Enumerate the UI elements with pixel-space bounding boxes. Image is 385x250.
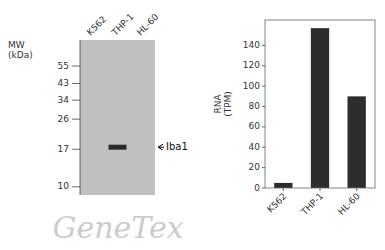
annotation: Iba1 — [166, 141, 188, 152]
bar — [348, 96, 366, 188]
y-tick — [72, 119, 80, 120]
x-tick-label: K562 — [265, 191, 288, 214]
y-axis-line — [80, 40, 81, 195]
band — [109, 145, 127, 150]
y-tick — [262, 188, 265, 189]
y-tick-label: 34 — [58, 95, 70, 105]
lane-label: THP-1 — [109, 12, 135, 38]
y-tick — [262, 45, 265, 46]
y-tick-label: 60 — [249, 121, 261, 131]
lane-label: K562 — [85, 14, 108, 37]
y-axis-label: MW — [8, 40, 25, 50]
y-tick — [262, 65, 265, 66]
bar-panel: 0 20 40 60 80 100 120 140 K562 THP-1 HL-60 RNA(TPM) — [213, 20, 375, 218]
y-tick — [262, 126, 265, 127]
x-tick — [283, 188, 284, 191]
y-tick-label: 26 — [58, 114, 70, 124]
y-tick-label: 140 — [243, 40, 260, 50]
y-tick — [262, 86, 265, 87]
bands — [109, 145, 127, 150]
y-axis-label: RNA — [213, 94, 223, 114]
y-tick-label: 55 — [58, 61, 69, 71]
x-tick-label: HL-60 — [336, 191, 362, 217]
gel — [80, 40, 155, 195]
x-tick — [320, 188, 321, 191]
y-axis-label: (TPM) — [223, 91, 233, 117]
x-tick-label: THP-1 — [299, 191, 325, 217]
y-tick — [72, 100, 80, 101]
watermark: GeneTex — [52, 210, 183, 245]
annotation-arrow — [158, 147, 164, 148]
y-tick — [262, 106, 265, 107]
y-tick-label: 40 — [249, 142, 261, 152]
y-tick-label: 20 — [249, 162, 261, 172]
y-tick-label: 43 — [58, 78, 69, 88]
bar — [274, 183, 292, 188]
y-tick — [72, 186, 80, 187]
bars — [274, 28, 366, 188]
y-tick-label: 10 — [58, 181, 70, 191]
figure: GeneTexMW(kDa)554334261710K562THP-1Iba1H… — [0, 0, 385, 250]
y-tick — [262, 167, 265, 168]
bar — [311, 28, 329, 188]
blot-panel: GeneTex MW(kDa) 55 43 34 26 17 10 K562THP-1 Iba1 H… — [8, 12, 188, 245]
plot-frame — [265, 20, 375, 188]
y-tick — [72, 149, 80, 150]
y-tick-label: 17 — [58, 144, 69, 154]
y-tick — [72, 66, 80, 67]
x-tick — [356, 188, 357, 191]
y-tick — [262, 147, 265, 148]
y-tick-label: 120 — [243, 60, 260, 70]
y-tick-label: 100 — [243, 81, 260, 91]
lane-label: HL-60 — [135, 12, 161, 38]
y-tick — [72, 83, 80, 84]
y-tick-label: 0 — [254, 183, 260, 193]
y-tick-label: 80 — [249, 101, 261, 111]
y-axis-label: (kDa) — [8, 50, 33, 60]
